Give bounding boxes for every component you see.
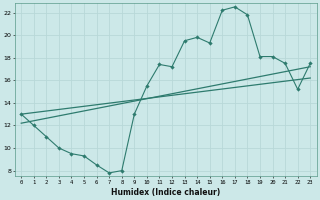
X-axis label: Humidex (Indice chaleur): Humidex (Indice chaleur) <box>111 188 220 197</box>
